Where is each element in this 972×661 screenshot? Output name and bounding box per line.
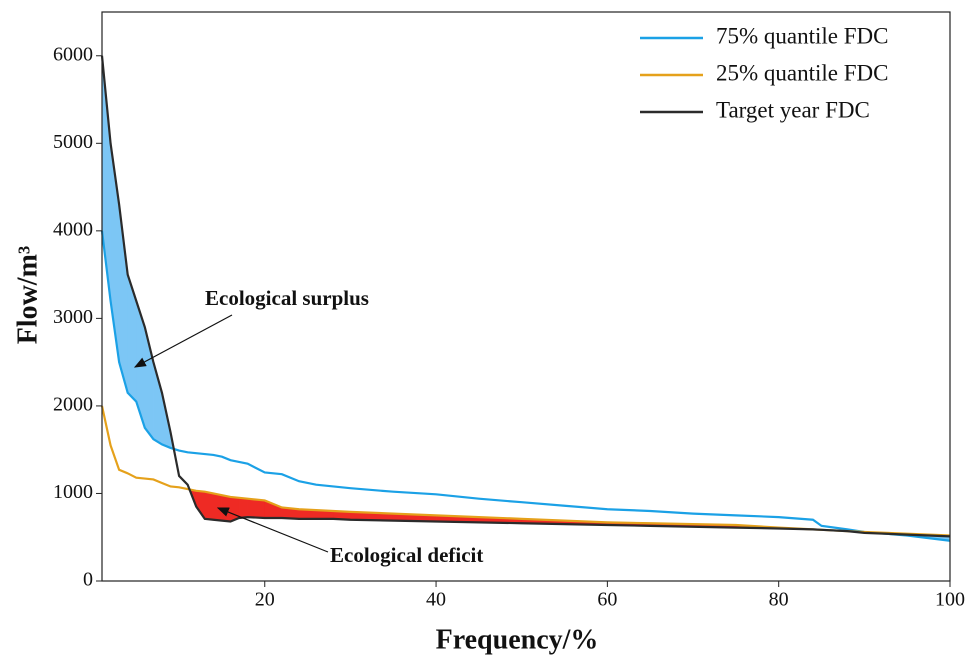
x-tick-label: 100 [935, 589, 965, 611]
series-line [100, 405, 951, 537]
annotation: Ecological deficit [330, 543, 483, 567]
x-tick-label: 60 [597, 589, 617, 611]
legend-label: 25% quantile FDC [716, 60, 889, 85]
series-line [100, 55, 951, 538]
y-tick-label: 4000 [53, 218, 93, 240]
x-tick-label: 40 [426, 589, 446, 611]
deficit-area [213, 493, 223, 521]
y-tick-label: 1000 [53, 481, 93, 503]
series-line [100, 230, 951, 542]
annotation-arrow [216, 507, 329, 553]
x-tick-label: 20 [255, 589, 275, 611]
y-tick-label: 6000 [53, 43, 93, 65]
plot-frame [101, 11, 951, 582]
y-tick-label: 0 [83, 569, 93, 591]
deficit-area [195, 490, 206, 520]
y-tick-label: 2000 [53, 394, 93, 416]
y-axis-title: Flow/m³ [12, 246, 43, 345]
y-tick-label: 5000 [53, 131, 93, 153]
deficit-area [247, 498, 265, 519]
x-tick-label: 80 [769, 589, 789, 611]
y-tick-label: 3000 [53, 306, 93, 328]
legend-label: Target year FDC [716, 97, 870, 122]
annotation: Ecological surplus [205, 286, 369, 310]
legend-label: 75% quantile FDC [716, 23, 889, 48]
annotation-arrow [133, 314, 233, 368]
deficit-area [221, 494, 231, 522]
deficit-area [238, 497, 248, 519]
deficit-area [204, 491, 214, 520]
x-axis-title: Frequency/% [436, 624, 599, 655]
